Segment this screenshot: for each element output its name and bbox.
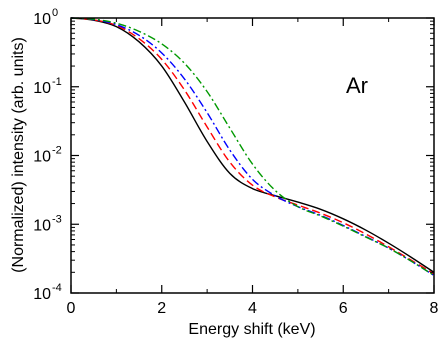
- y-tick-label-exponent: -3: [52, 213, 62, 225]
- y-tick-label-exponent: -1: [52, 76, 62, 88]
- curves-group: [70, 17, 435, 277]
- plot-frame: [70, 17, 435, 294]
- y-tick-label-exponent: 0: [52, 7, 58, 19]
- x-tick-label: 4: [248, 300, 257, 317]
- y-tick-label-base: 10: [33, 286, 51, 303]
- y-axis-title: (Normalized) intensity (arb. units): [10, 37, 27, 273]
- annotation-label: Ar: [346, 73, 368, 98]
- series-line-2: [70, 17, 435, 275]
- series-line-4: [70, 17, 435, 277]
- y-tick-label-base: 10: [33, 80, 51, 97]
- x-axis-title: Energy shift (keV): [188, 321, 315, 338]
- y-tick-label-exponent: -4: [52, 282, 62, 294]
- series-line-1: [70, 17, 435, 273]
- y-tick-label-exponent: -2: [52, 145, 62, 157]
- series-line-3: [70, 17, 435, 277]
- x-tick-label: 6: [339, 300, 348, 317]
- y-tick-label-base: 10: [33, 11, 51, 28]
- x-tick-label: 0: [67, 300, 76, 317]
- x-tick-label: 2: [157, 300, 166, 317]
- y-tick-label-base: 10: [33, 149, 51, 166]
- y-tick-label-base: 10: [33, 217, 51, 234]
- x-tick-label: 8: [430, 300, 439, 317]
- ticks-group: [70, 17, 435, 294]
